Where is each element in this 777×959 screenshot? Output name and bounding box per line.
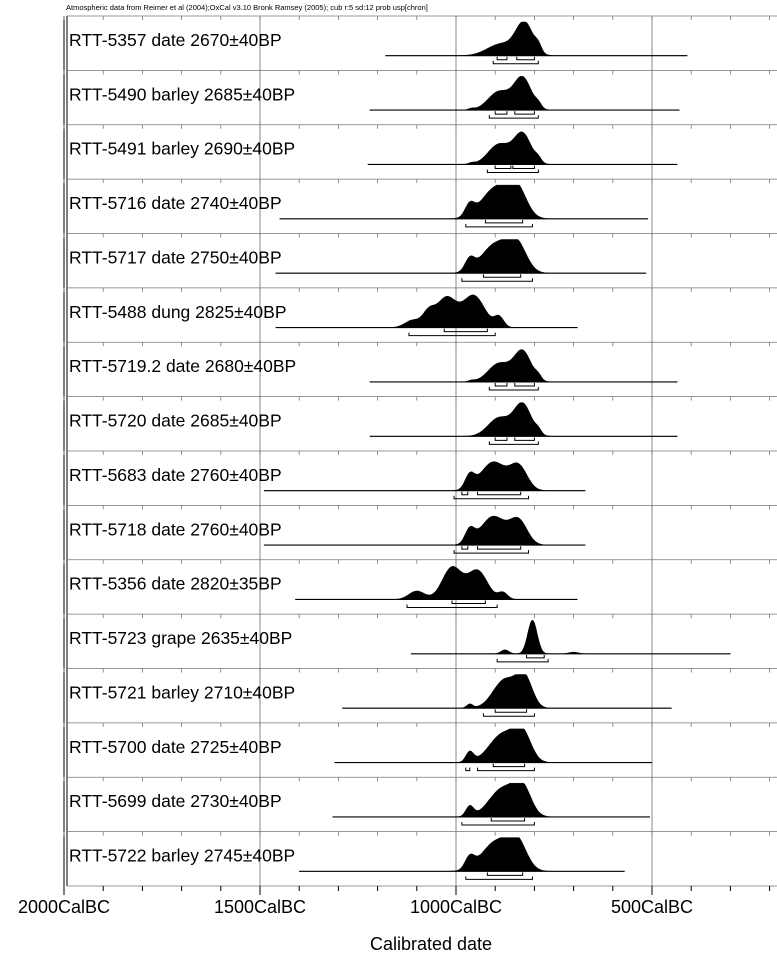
x-axis: 2000CalBC 1500CalBC 1000CalBC 500CalBC: [18, 886, 771, 917]
probability-distribution: [369, 76, 680, 111]
series-label: RTT-5491 barley 2690±40BP: [69, 139, 295, 159]
sigma2-bracket: [461, 278, 533, 282]
series-label: RTT-5490 barley 2685±40BP: [69, 84, 295, 104]
sigma2-bracket: [408, 332, 496, 337]
sigma2-bracket: [496, 658, 549, 663]
series-row: RTT-5683 date 2760±40BP: [69, 461, 586, 500]
sigma2-bracket: [453, 550, 530, 554]
sigma1-bracket: [490, 817, 526, 822]
probability-distribution: [334, 728, 652, 763]
series-row: RTT-5717 date 2750±40BP: [69, 239, 647, 282]
series-row: RTT-5488 dung 2825±40BP: [69, 294, 578, 337]
series-label: RTT-5356 date 2820±35BP: [69, 574, 282, 594]
series-row: RTT-5721 barley 2710±40BP: [69, 674, 672, 717]
probability-distribution: [263, 515, 586, 546]
sigma2-bracket: [461, 821, 535, 826]
sigma1-bracket: [514, 437, 535, 441]
series-row: RTT-5490 barley 2685±40BP: [69, 76, 680, 119]
probability-distribution: [410, 619, 731, 655]
series-row: RTT-5720 date 2685±40BP: [69, 402, 678, 445]
series-label: RTT-5488 dung 2825±40BP: [69, 302, 287, 322]
series-label: RTT-5699 date 2730±40BP: [69, 791, 282, 811]
sigma2-bracket: [465, 767, 471, 772]
sigma1-bracket: [482, 274, 522, 278]
sigma2-bracket: [488, 441, 539, 445]
sigma1-bracket: [512, 165, 535, 169]
probability-distribution: [367, 131, 678, 165]
sigma1-bracket: [516, 56, 535, 61]
series-label: RTT-5719.2 date 2680±40BP: [69, 356, 296, 376]
sigma1-bracket: [461, 546, 469, 550]
sigma2-bracket: [488, 115, 539, 119]
sigma2-bracket: [477, 767, 535, 772]
sigma2-bracket: [465, 876, 533, 880]
series-row: RTT-5699 date 2730±40BP: [69, 782, 651, 826]
sigma1-bracket: [484, 219, 524, 224]
probability-distribution: [369, 349, 678, 383]
grid-lines: [63, 15, 777, 887]
probability-distribution: [275, 294, 578, 328]
sigma1-bracket: [494, 382, 508, 387]
series-row: RTT-5491 barley 2690±40BP: [69, 131, 678, 173]
sigma2-bracket: [482, 713, 535, 717]
sigma2-bracket: [465, 223, 533, 228]
series-row: RTT-5719.2 date 2680±40BP: [69, 349, 678, 391]
sigma1-bracket: [496, 56, 508, 61]
sigma1-bracket: [477, 491, 522, 496]
probability-distribution: [295, 566, 578, 600]
sigma2-bracket: [406, 604, 498, 608]
sigma1-bracket: [514, 111, 535, 115]
series-label: RTT-5683 date 2760±40BP: [69, 465, 282, 485]
series-row: RTT-5723 grape 2635±40BP: [69, 619, 731, 663]
sigma1-bracket: [443, 328, 488, 333]
series-row: RTT-5700 date 2725±40BP: [69, 728, 652, 772]
series-label: RTT-5718 date 2760±40BP: [69, 519, 282, 539]
probability-distribution: [275, 239, 647, 274]
probability-distribution: [299, 837, 625, 872]
x-tick-label: 1000CalBC: [410, 897, 502, 917]
probability-distribution: [385, 21, 688, 56]
series-row: RTT-5357 date 2670±40BP: [69, 21, 688, 65]
sigma2-bracket: [486, 169, 539, 173]
x-tick-label: 1500CalBC: [214, 897, 306, 917]
x-tick-label: 500CalBC: [611, 897, 693, 917]
chart-header: Atmospheric data from Reimer et al (2004…: [66, 3, 428, 12]
sigma1-bracket: [451, 600, 486, 604]
series-label: RTT-5357 date 2670±40BP: [69, 30, 282, 50]
sigma2-bracket: [453, 495, 530, 500]
sigma2-bracket: [488, 386, 539, 391]
series-row: RTT-5718 date 2760±40BP: [69, 515, 586, 554]
sigma2-bracket: [492, 60, 539, 65]
sigma1-bracket: [494, 437, 508, 441]
series-row: RTT-5716 date 2740±40BP: [69, 184, 649, 228]
x-axis-label: Calibrated date: [370, 934, 492, 954]
sigma1-bracket: [486, 872, 524, 876]
probability-distribution: [332, 782, 650, 818]
probability-distribution: [263, 461, 586, 491]
probability-distribution: [279, 184, 649, 220]
sigma1-bracket: [494, 111, 508, 115]
series-label: RTT-5720 date 2685±40BP: [69, 411, 282, 431]
sigma1-bracket: [514, 382, 535, 387]
series-label: RTT-5721 barley 2710±40BP: [69, 682, 295, 702]
series-row: RTT-5722 barley 2745±40BP: [69, 837, 625, 880]
sigma1-bracket: [461, 491, 469, 496]
sigma1-bracket: [492, 763, 526, 768]
probability-distribution: [342, 674, 672, 709]
series-label: RTT-5717 date 2750±40BP: [69, 247, 282, 267]
series-row: RTT-5356 date 2820±35BP: [69, 566, 578, 608]
series-label: RTT-5716 date 2740±40BP: [69, 193, 282, 213]
series-label: RTT-5700 date 2725±40BP: [69, 737, 282, 757]
sigma1-bracket: [494, 165, 512, 169]
series-label: RTT-5723 grape 2635±40BP: [69, 628, 292, 648]
series-rows: RTT-5357 date 2670±40BP RTT-5490 barley 2…: [69, 21, 731, 880]
probability-distribution: [369, 402, 678, 437]
sigma1-bracket: [494, 709, 528, 713]
sigma1-bracket: [526, 654, 545, 659]
x-tick-label: 2000CalBC: [18, 897, 110, 917]
series-label: RTT-5722 barley 2745±40BP: [69, 846, 295, 866]
sigma1-bracket: [477, 546, 522, 550]
